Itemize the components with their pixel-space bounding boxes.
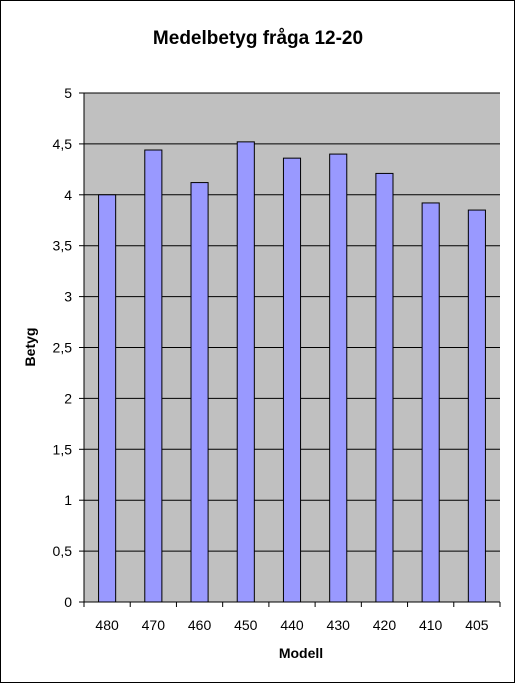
bar-450 <box>236 141 255 603</box>
bar-480 <box>98 194 117 603</box>
y-tick-label: 4,5 <box>53 136 73 152</box>
bars <box>98 141 486 603</box>
y-tick-label: 2 <box>64 390 72 406</box>
y-axis-title: Betyg <box>22 328 38 367</box>
bar-420 <box>375 172 394 603</box>
y-axis-ticks: 0 0,5 1 1,5 2 2,5 3 3,5 4 4,5 5 <box>53 85 73 610</box>
y-tick-label: 1,5 <box>53 441 73 457</box>
bar-470 <box>144 149 163 603</box>
bar-405 <box>467 209 486 603</box>
x-tick-label: 430 <box>327 617 351 633</box>
chart-title: Medelbetyg fråga 12-20 <box>153 28 363 49</box>
y-tick-label: 3,5 <box>53 238 73 254</box>
x-tick-label: 450 <box>234 617 258 633</box>
x-tick-label: 420 <box>373 617 397 633</box>
x-tick-label: 480 <box>95 617 119 633</box>
x-tick-label: 410 <box>419 617 443 633</box>
y-tick-label: 3 <box>64 289 72 305</box>
y-tick-label: 0,5 <box>53 543 73 559</box>
x-tick-label: 470 <box>142 617 166 633</box>
x-axis-title: Modell <box>279 645 323 661</box>
y-tick-label: 0 <box>64 594 72 610</box>
y-tick-label: 5 <box>64 85 72 101</box>
x-axis-ticks: 480 470 460 450 440 430 420 410 405 <box>95 617 488 633</box>
bar-440 <box>282 157 302 603</box>
x-tick-label: 440 <box>280 617 304 633</box>
y-tick-label: 4 <box>64 187 72 203</box>
y-tick-label: 1 <box>64 492 72 508</box>
x-tick-label: 460 <box>188 617 212 633</box>
bar-460 <box>190 182 209 603</box>
axes <box>79 92 501 607</box>
bar-430 <box>329 153 348 603</box>
bar-410 <box>421 202 440 603</box>
y-tick-label: 2,5 <box>53 340 73 356</box>
x-tick-label: 405 <box>465 617 489 633</box>
